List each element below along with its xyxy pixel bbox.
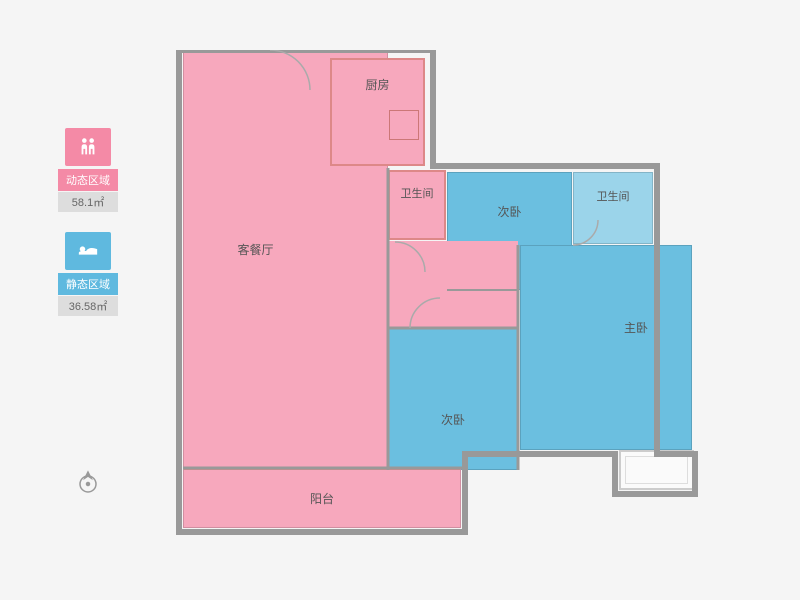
legend-dynamic-label: 动态区域	[58, 169, 118, 191]
room-master: 主卧	[520, 245, 692, 450]
room-bed2a-label: 次卧	[497, 203, 521, 220]
compass-icon	[76, 470, 100, 494]
room-bath2: 卫生间	[573, 172, 653, 244]
room-master-label: 主卧	[624, 319, 648, 336]
room-kitchen-label: 厨房	[365, 76, 389, 93]
balcony-right-box	[619, 450, 694, 490]
legend-dynamic-value: 58.1㎡	[58, 192, 118, 212]
room-balcony: 阳台	[183, 468, 461, 528]
legend-static-value: 36.58㎡	[58, 296, 118, 316]
legend-static-label: 静态区域	[58, 273, 118, 295]
room-bed2b-label: 次卧	[441, 411, 465, 428]
sleep-icon	[65, 232, 111, 270]
legend: 动态区域 58.1㎡ 静态区域 36.58㎡	[58, 128, 118, 336]
room-bed2b: 次卧	[388, 328, 518, 470]
room-balcony-label: 阳台	[310, 490, 334, 507]
room-living-label: 客餐厅	[237, 241, 273, 258]
people-icon	[65, 128, 111, 166]
room-bath2-label: 卫生间	[597, 188, 630, 204]
kitchen-detail	[389, 110, 419, 140]
room-bath1: 卫生间	[388, 170, 446, 240]
legend-static: 静态区域 36.58㎡	[58, 232, 118, 316]
floorplan: 客餐厅 厨房 卫生间 次卧 卫生间 主卧 次卧 阳台	[175, 50, 715, 570]
room-kitchen: 厨房	[330, 58, 425, 166]
corridor2	[388, 290, 518, 328]
legend-dynamic: 动态区域 58.1㎡	[58, 128, 118, 212]
room-bath1-label: 卫生间	[401, 185, 434, 201]
